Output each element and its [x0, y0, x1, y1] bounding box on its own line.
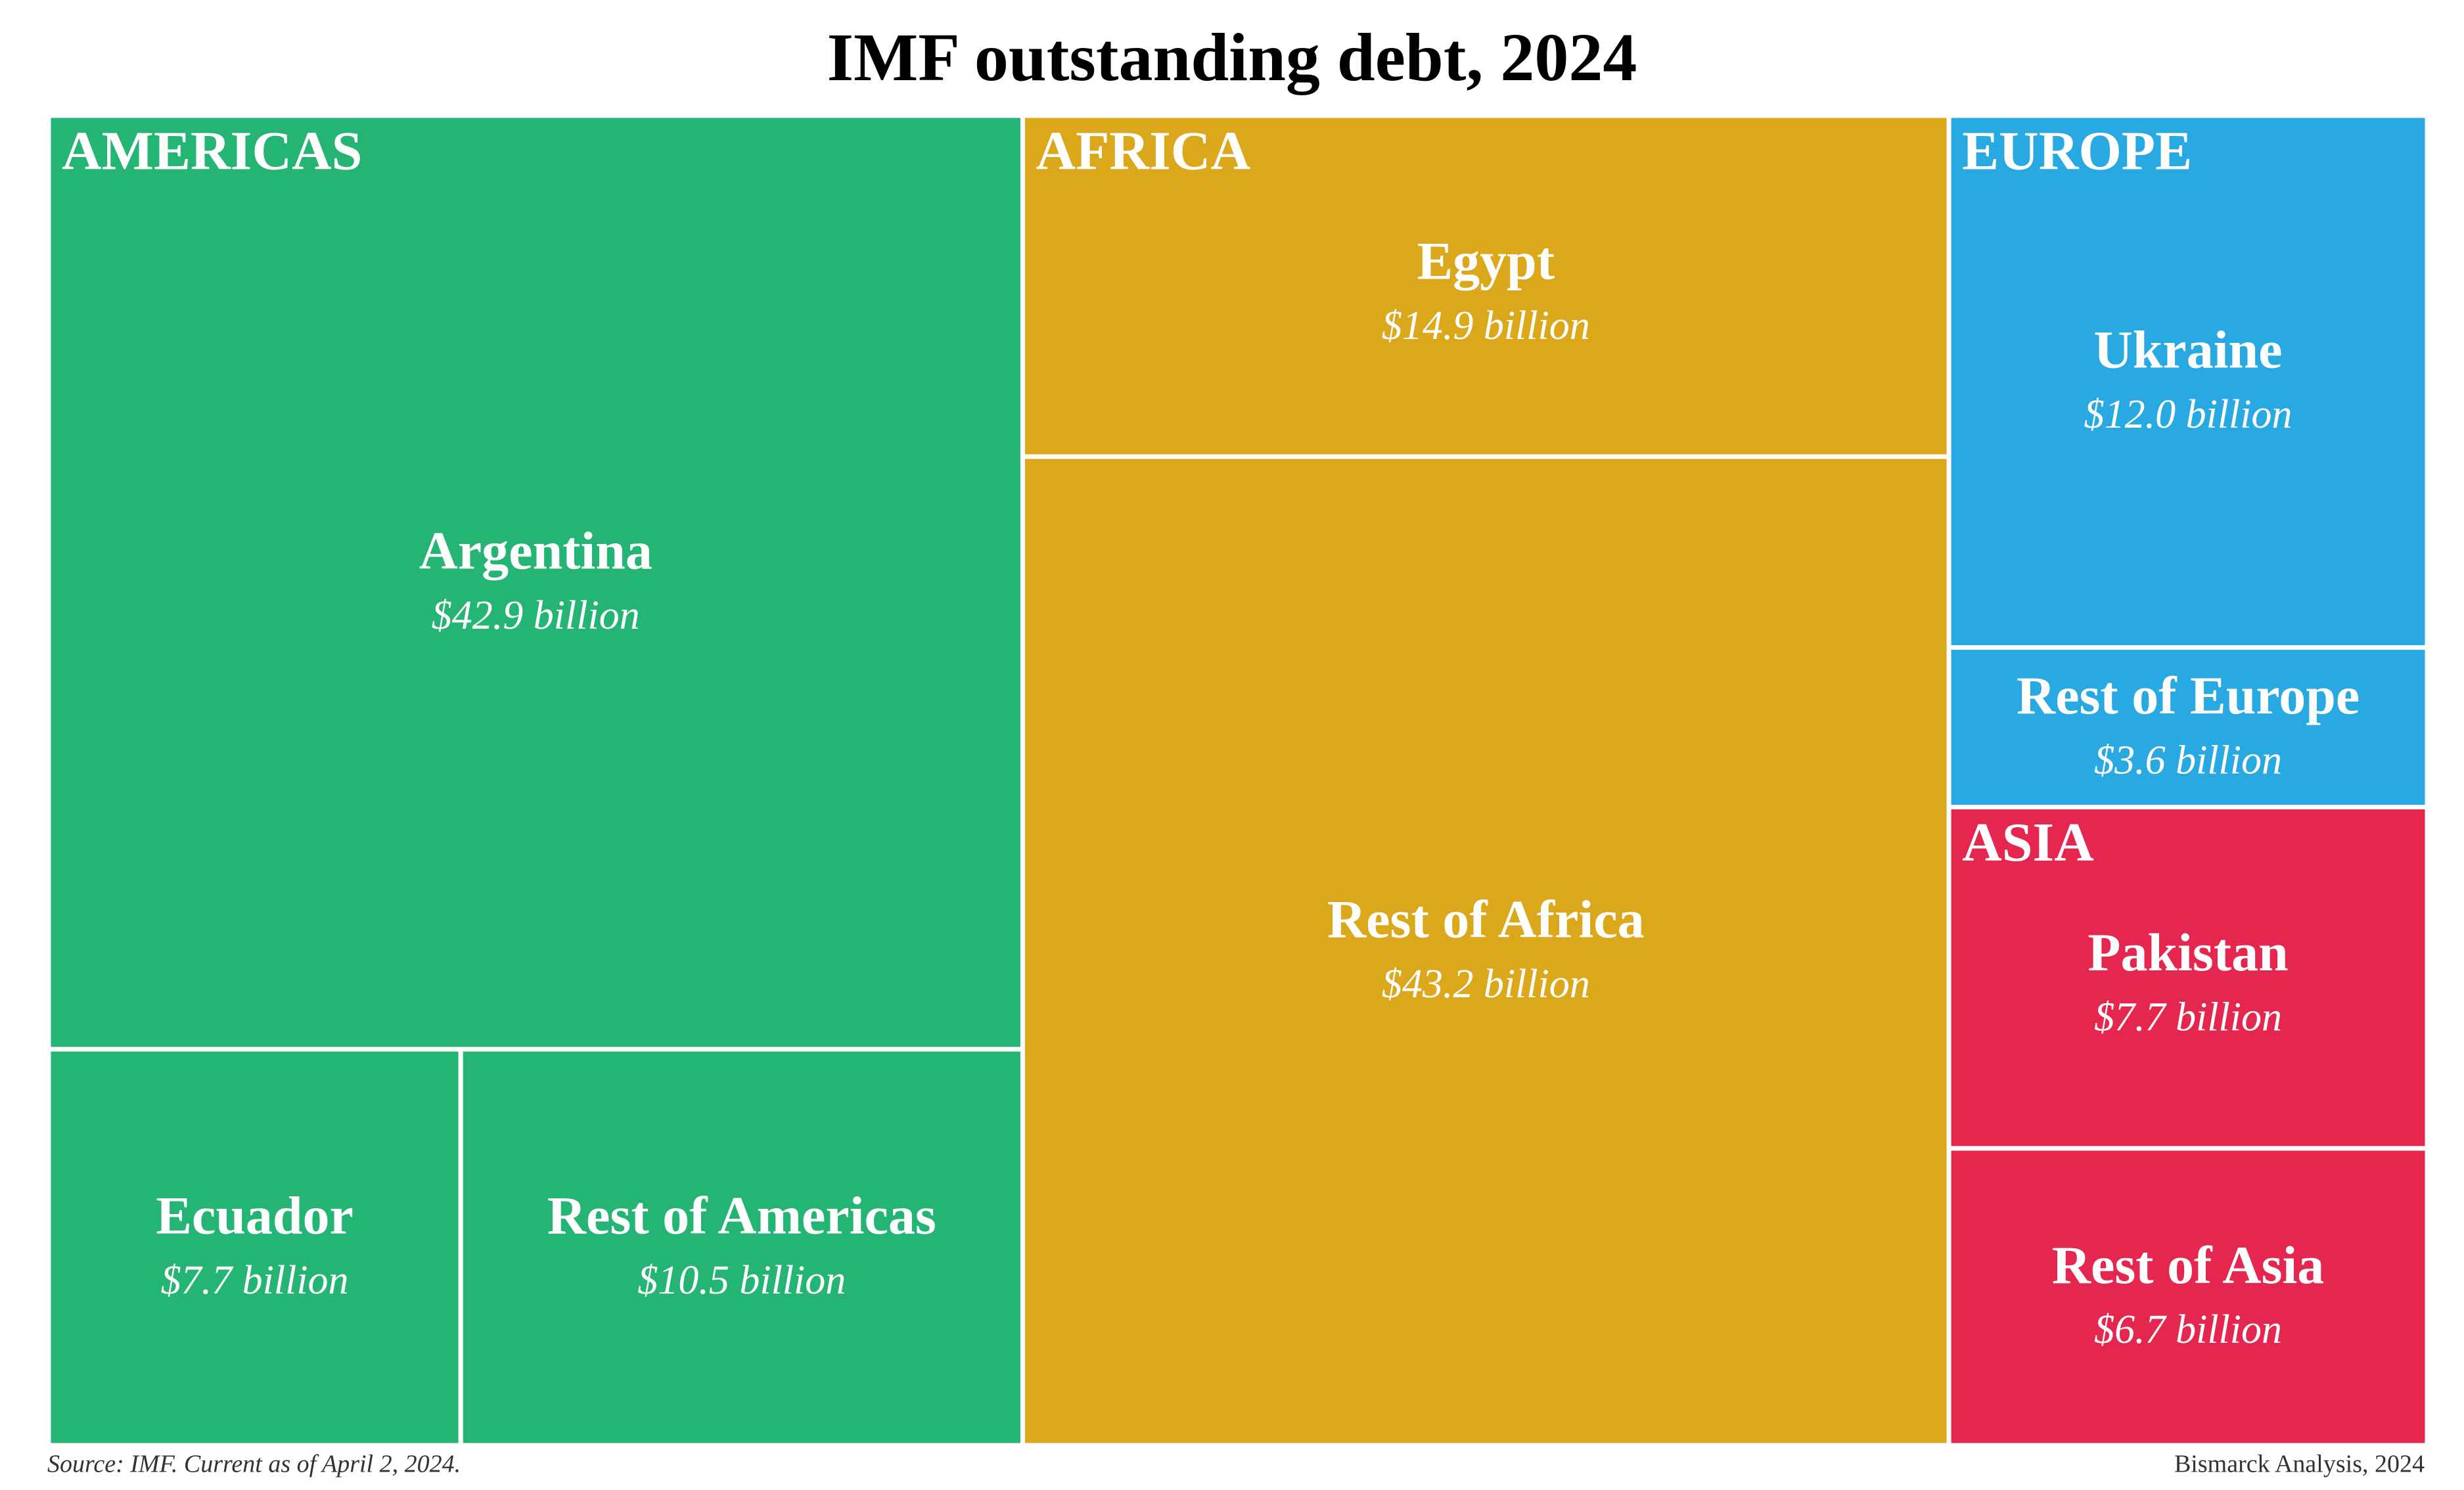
- tile: [46, 113, 1025, 1052]
- tile-value: $7.7 billion: [2094, 995, 2282, 1039]
- chart-title: IMF outstanding debt, 2024: [827, 20, 1637, 95]
- tile-value: $10.5 billion: [637, 1258, 846, 1303]
- source-note: Source: IMF. Current as of April 2, 2024…: [47, 1451, 461, 1478]
- tile-name: Rest of Americas: [547, 1185, 936, 1245]
- tile: [1020, 454, 1951, 1448]
- tile: [1020, 113, 1951, 459]
- group-label: ASIA: [1962, 812, 2094, 873]
- tile-name: Ukraine: [2094, 320, 2283, 380]
- tile-name: Rest of Africa: [1327, 889, 1645, 949]
- tile-name: Argentina: [419, 520, 652, 580]
- tile-name: Rest of Asia: [2052, 1235, 2325, 1295]
- group-label: AFRICA: [1036, 120, 1250, 181]
- group-label: AMERICAS: [62, 120, 362, 181]
- tile: [1946, 645, 2430, 809]
- tile: [46, 1047, 463, 1448]
- tile: [1946, 1146, 2430, 1448]
- tile-name: Ecuador: [156, 1185, 354, 1245]
- tile: [1946, 804, 2430, 1151]
- tile: [1946, 113, 2430, 650]
- tile-value: $6.7 billion: [2094, 1307, 2282, 1352]
- tile-name: Rest of Europe: [2017, 666, 2360, 725]
- tile-name: Pakistan: [2088, 922, 2288, 982]
- tile-value: $7.7 billion: [161, 1258, 349, 1303]
- group-label: EUROPE: [1962, 120, 2192, 181]
- tile: [458, 1047, 1025, 1448]
- tile-value: $42.9 billion: [432, 593, 640, 638]
- tile-value: $14.9 billion: [1382, 304, 1590, 348]
- credit: Bismarck Analysis, 2024: [2174, 1451, 2425, 1478]
- tile-value: $43.2 billion: [1382, 962, 1590, 1006]
- tile-value: $12.0 billion: [2084, 392, 2293, 437]
- tile-name: Egypt: [1417, 231, 1555, 290]
- tile-value: $3.6 billion: [2094, 738, 2282, 782]
